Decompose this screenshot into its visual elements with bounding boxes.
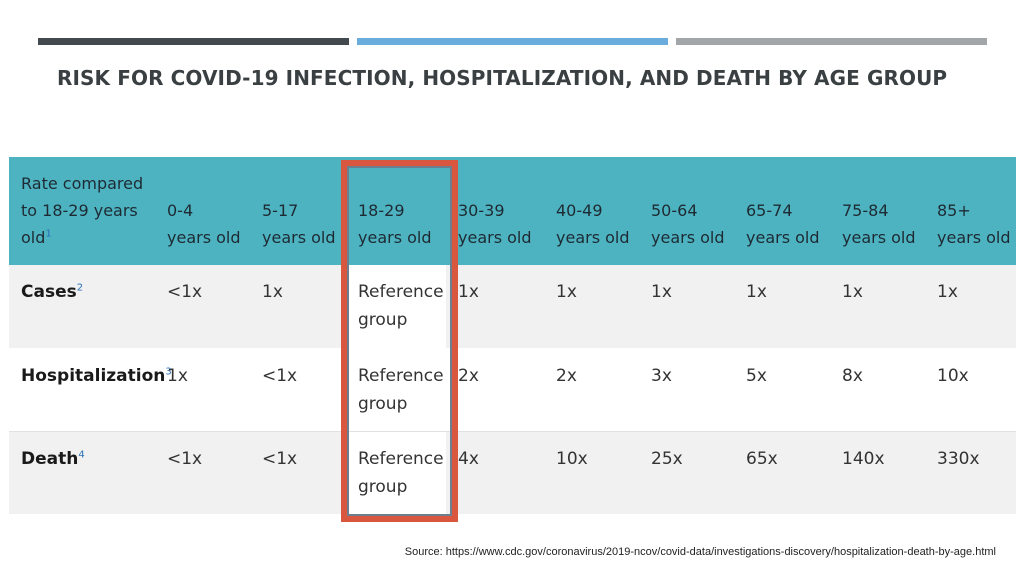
- col-header-5-17: 5-17 years old: [250, 157, 346, 265]
- table-cell: 1x: [544, 265, 639, 349]
- slide-title: RISK FOR COVID-19 INFECTION, HOSPITALIZA…: [57, 66, 948, 90]
- col-header-75-84: 75-84 years old: [830, 157, 925, 265]
- table-cell: 65x: [734, 431, 830, 515]
- table-row-hospitalization: Hospitalization3 1x <1x Reference group …: [9, 347, 1016, 432]
- accent-bar-dark: [38, 38, 349, 45]
- row-label-hospitalization: Hospitalization3: [9, 347, 172, 432]
- table-cell: 8x: [830, 347, 925, 432]
- table-cell: 330x: [925, 431, 1016, 515]
- table-cell: 25x: [639, 431, 734, 515]
- row-label-death: Death4: [9, 431, 155, 515]
- col-header-85-plus: 85+ years old: [925, 157, 1016, 265]
- table-cell: 10x: [925, 347, 1016, 432]
- table-cell: 10x: [544, 431, 639, 515]
- table-cell: 4x: [446, 431, 544, 515]
- table-cell-reference: Reference group: [346, 431, 446, 515]
- col-header-0-4: 0-4 years old: [155, 157, 250, 265]
- table-cell: 140x: [830, 431, 925, 515]
- table-cell: <1x: [155, 265, 250, 349]
- col-header-30-39: 30-39 years old: [446, 157, 544, 265]
- risk-table-container: Rate compared to 18-29 years old1 0-4 yea…: [9, 157, 1016, 515]
- table-cell: 2x: [544, 347, 639, 432]
- col-header-40-49: 40-49 years old: [544, 157, 639, 265]
- footnote-ref[interactable]: 1: [45, 228, 52, 240]
- col-header-65-74: 65-74 years old: [734, 157, 830, 265]
- table-cell: 1x: [830, 265, 925, 349]
- col-header-18-29: 18-29 years old: [346, 157, 446, 265]
- table-cell: 3x: [639, 347, 734, 432]
- footnote-ref[interactable]: 4: [78, 448, 85, 460]
- corner-header: Rate compared to 18-29 years old1: [9, 157, 155, 265]
- table-cell: 1x: [155, 347, 250, 432]
- table-cell: 1x: [639, 265, 734, 349]
- table-cell: <1x: [155, 431, 250, 515]
- header-row: Rate compared to 18-29 years old1 0-4 yea…: [9, 157, 1016, 265]
- footnote-ref[interactable]: 2: [76, 282, 84, 294]
- source-citation: Source: https://www.cdc.gov/coronavirus/…: [404, 546, 996, 558]
- table-row-cases: Cases2 <1x 1x Reference group 1x 1x 1x 1…: [9, 265, 1016, 349]
- table-cell: 5x: [734, 347, 830, 432]
- table-cell: <1x: [250, 347, 346, 432]
- col-header-50-64: 50-64 years old: [639, 157, 734, 265]
- accent-bar-blue: [357, 38, 668, 45]
- accent-bar-gray: [676, 38, 987, 45]
- table-cell: <1x: [250, 431, 346, 515]
- table-cell: 1x: [446, 265, 544, 349]
- table-row-death: Death4 <1x <1x Reference group 4x 10x 25…: [9, 431, 1016, 515]
- table-cell: 1x: [925, 265, 1016, 349]
- reference-column-highlight: [341, 160, 458, 522]
- table-cell: 1x: [734, 265, 830, 349]
- table-cell: 1x: [250, 265, 346, 349]
- risk-table: Rate compared to 18-29 years old1 0-4 yea…: [9, 157, 1016, 515]
- row-label-cases: Cases2: [9, 265, 155, 349]
- table-cell: 2x: [446, 347, 544, 432]
- table-cell-reference: Reference group: [346, 265, 446, 349]
- table-cell-reference: Reference group: [346, 347, 446, 432]
